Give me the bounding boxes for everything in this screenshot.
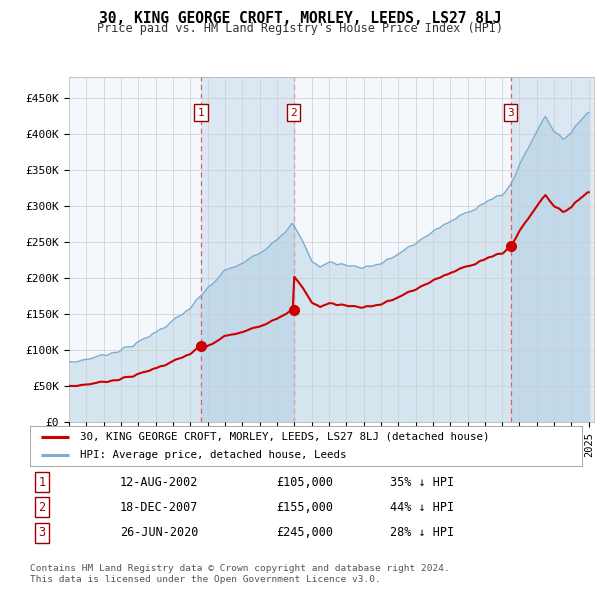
Text: 30, KING GEORGE CROFT, MORLEY, LEEDS, LS27 8LJ: 30, KING GEORGE CROFT, MORLEY, LEEDS, LS… [99,11,501,25]
Text: 28% ↓ HPI: 28% ↓ HPI [390,526,454,539]
Text: 44% ↓ HPI: 44% ↓ HPI [390,501,454,514]
Text: Price paid vs. HM Land Registry's House Price Index (HPI): Price paid vs. HM Land Registry's House … [97,22,503,35]
Text: 12-AUG-2002: 12-AUG-2002 [120,476,199,489]
Text: This data is licensed under the Open Government Licence v3.0.: This data is licensed under the Open Gov… [30,575,381,584]
Text: 26-JUN-2020: 26-JUN-2020 [120,526,199,539]
Text: 18-DEC-2007: 18-DEC-2007 [120,501,199,514]
Text: Contains HM Land Registry data © Crown copyright and database right 2024.: Contains HM Land Registry data © Crown c… [30,565,450,573]
Bar [201,77,293,422]
Text: 35% ↓ HPI: 35% ↓ HPI [390,476,454,489]
Text: 2: 2 [38,501,46,514]
Text: HPI: Average price, detached house, Leeds: HPI: Average price, detached house, Leed… [80,450,346,460]
Text: 1: 1 [197,107,204,117]
Text: £245,000: £245,000 [276,526,333,539]
Text: 1: 1 [38,476,46,489]
Text: 2: 2 [290,107,297,117]
Text: £155,000: £155,000 [276,501,333,514]
Text: 3: 3 [38,526,46,539]
Text: £105,000: £105,000 [276,476,333,489]
Text: 3: 3 [507,107,514,117]
Text: 30, KING GEORGE CROFT, MORLEY, LEEDS, LS27 8LJ (detached house): 30, KING GEORGE CROFT, MORLEY, LEEDS, LS… [80,432,489,442]
Bar [511,77,592,422]
